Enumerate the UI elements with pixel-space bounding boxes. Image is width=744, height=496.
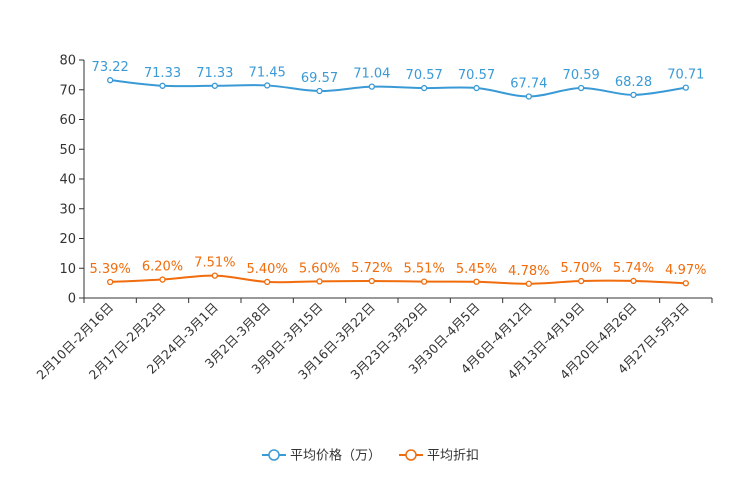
y-tick-label: 70 [59,83,76,98]
y-axis: 0 10 20 30 40 50 60 70 80 [59,54,85,307]
y-tick-label: 60 [59,113,76,128]
data-label-0-5: 71.04 [353,67,390,82]
data-point-0-7[interactable] [473,84,480,92]
data-label-1-8: 4.78% [508,264,549,279]
y-tick-label: 50 [59,143,76,158]
data-point-1-0[interactable] [107,278,114,286]
data-label-0-9: 70.59 [563,68,600,83]
series-line-0 [110,79,686,98]
legend-item-0[interactable]: 平均价格（万） [262,448,381,464]
y-tick-label: 20 [59,232,76,247]
data-label-1-6: 5.51% [404,262,445,277]
data-point-0-11[interactable] [682,84,689,91]
legend-label: 平均价格（万） [290,448,381,464]
data-label-0-3: 71.45 [249,65,286,80]
data-point-1-3[interactable] [264,278,271,286]
legend[interactable]: 平均价格（万） 平均折扣 [262,448,479,464]
data-point-1-11[interactable] [682,280,689,287]
data-point-0-3[interactable] [264,82,271,89]
data-label-1-4: 5.60% [299,261,340,276]
data-point-1-6[interactable] [421,278,428,285]
data-point-0-4[interactable] [316,87,323,95]
y-tick-label: 80 [59,54,76,69]
data-label-1-11: 4.97% [665,263,706,278]
data-label-1-7: 5.45% [456,262,497,277]
data-label-1-5: 5.72% [351,261,392,276]
data-point-0-6[interactable] [421,84,428,92]
data-point-1-1[interactable] [159,276,166,283]
y-tick-label: 40 [59,173,76,188]
data-point-0-2[interactable] [211,82,218,89]
data-label-0-7: 70.57 [458,68,495,83]
data-point-1-4[interactable] [316,278,323,285]
legend-marker-icon [268,449,280,461]
data-point-0-10[interactable] [630,91,637,99]
data-label-1-3: 5.40% [247,262,288,277]
data-label-0-4: 69.57 [301,71,338,86]
data-label-0-11: 70.71 [667,68,704,83]
data-point-0-9[interactable] [578,84,585,92]
legend-marker-icon [405,449,417,461]
data-label-1-0: 5.39% [90,262,131,277]
data-label-0-8: 67.74 [510,76,547,91]
data-point-1-10[interactable] [630,277,637,285]
data-label-1-1: 6.20% [142,260,183,275]
data-labels: 73.22 71.33 71.33 71.45 69.57 71.04 70.57 70.57… [90,60,707,279]
data-label-0-10: 68.28 [615,75,652,90]
legend-item-1[interactable]: 平均折扣 [399,449,479,464]
y-tick-label: 0 [68,292,76,307]
data-point-1-7[interactable] [473,278,480,285]
data-point-0-8[interactable] [525,93,532,100]
y-tick-label: 30 [59,202,76,217]
data-label-0-0: 73.22 [92,60,129,75]
data-label-0-2: 71.33 [196,66,233,81]
data-label-0-6: 70.57 [406,68,443,83]
data-label-1-2: 7.51% [194,256,235,271]
data-point-1-2[interactable] [211,272,218,279]
series-points [107,77,689,287]
y-tick-label: 10 [59,262,76,277]
series-lines [110,79,686,285]
data-label-0-1: 71.33 [144,66,181,81]
x-axis: 2月10日-2月16日2月17日-2月23日2月24日-3月1日3月2日-3月8… [33,297,713,382]
data-point-0-1[interactable] [159,82,166,89]
data-point-0-0[interactable] [107,77,114,84]
legend-label: 平均折扣 [427,449,479,464]
data-point-1-8[interactable] [525,280,532,287]
data-point-1-9[interactable] [578,277,585,285]
data-label-1-10: 5.74% [613,261,654,276]
series-line-1 [110,274,686,285]
data-point-0-5[interactable] [368,83,375,90]
data-point-1-5[interactable] [368,277,375,285]
data-label-1-9: 5.70% [561,261,602,276]
